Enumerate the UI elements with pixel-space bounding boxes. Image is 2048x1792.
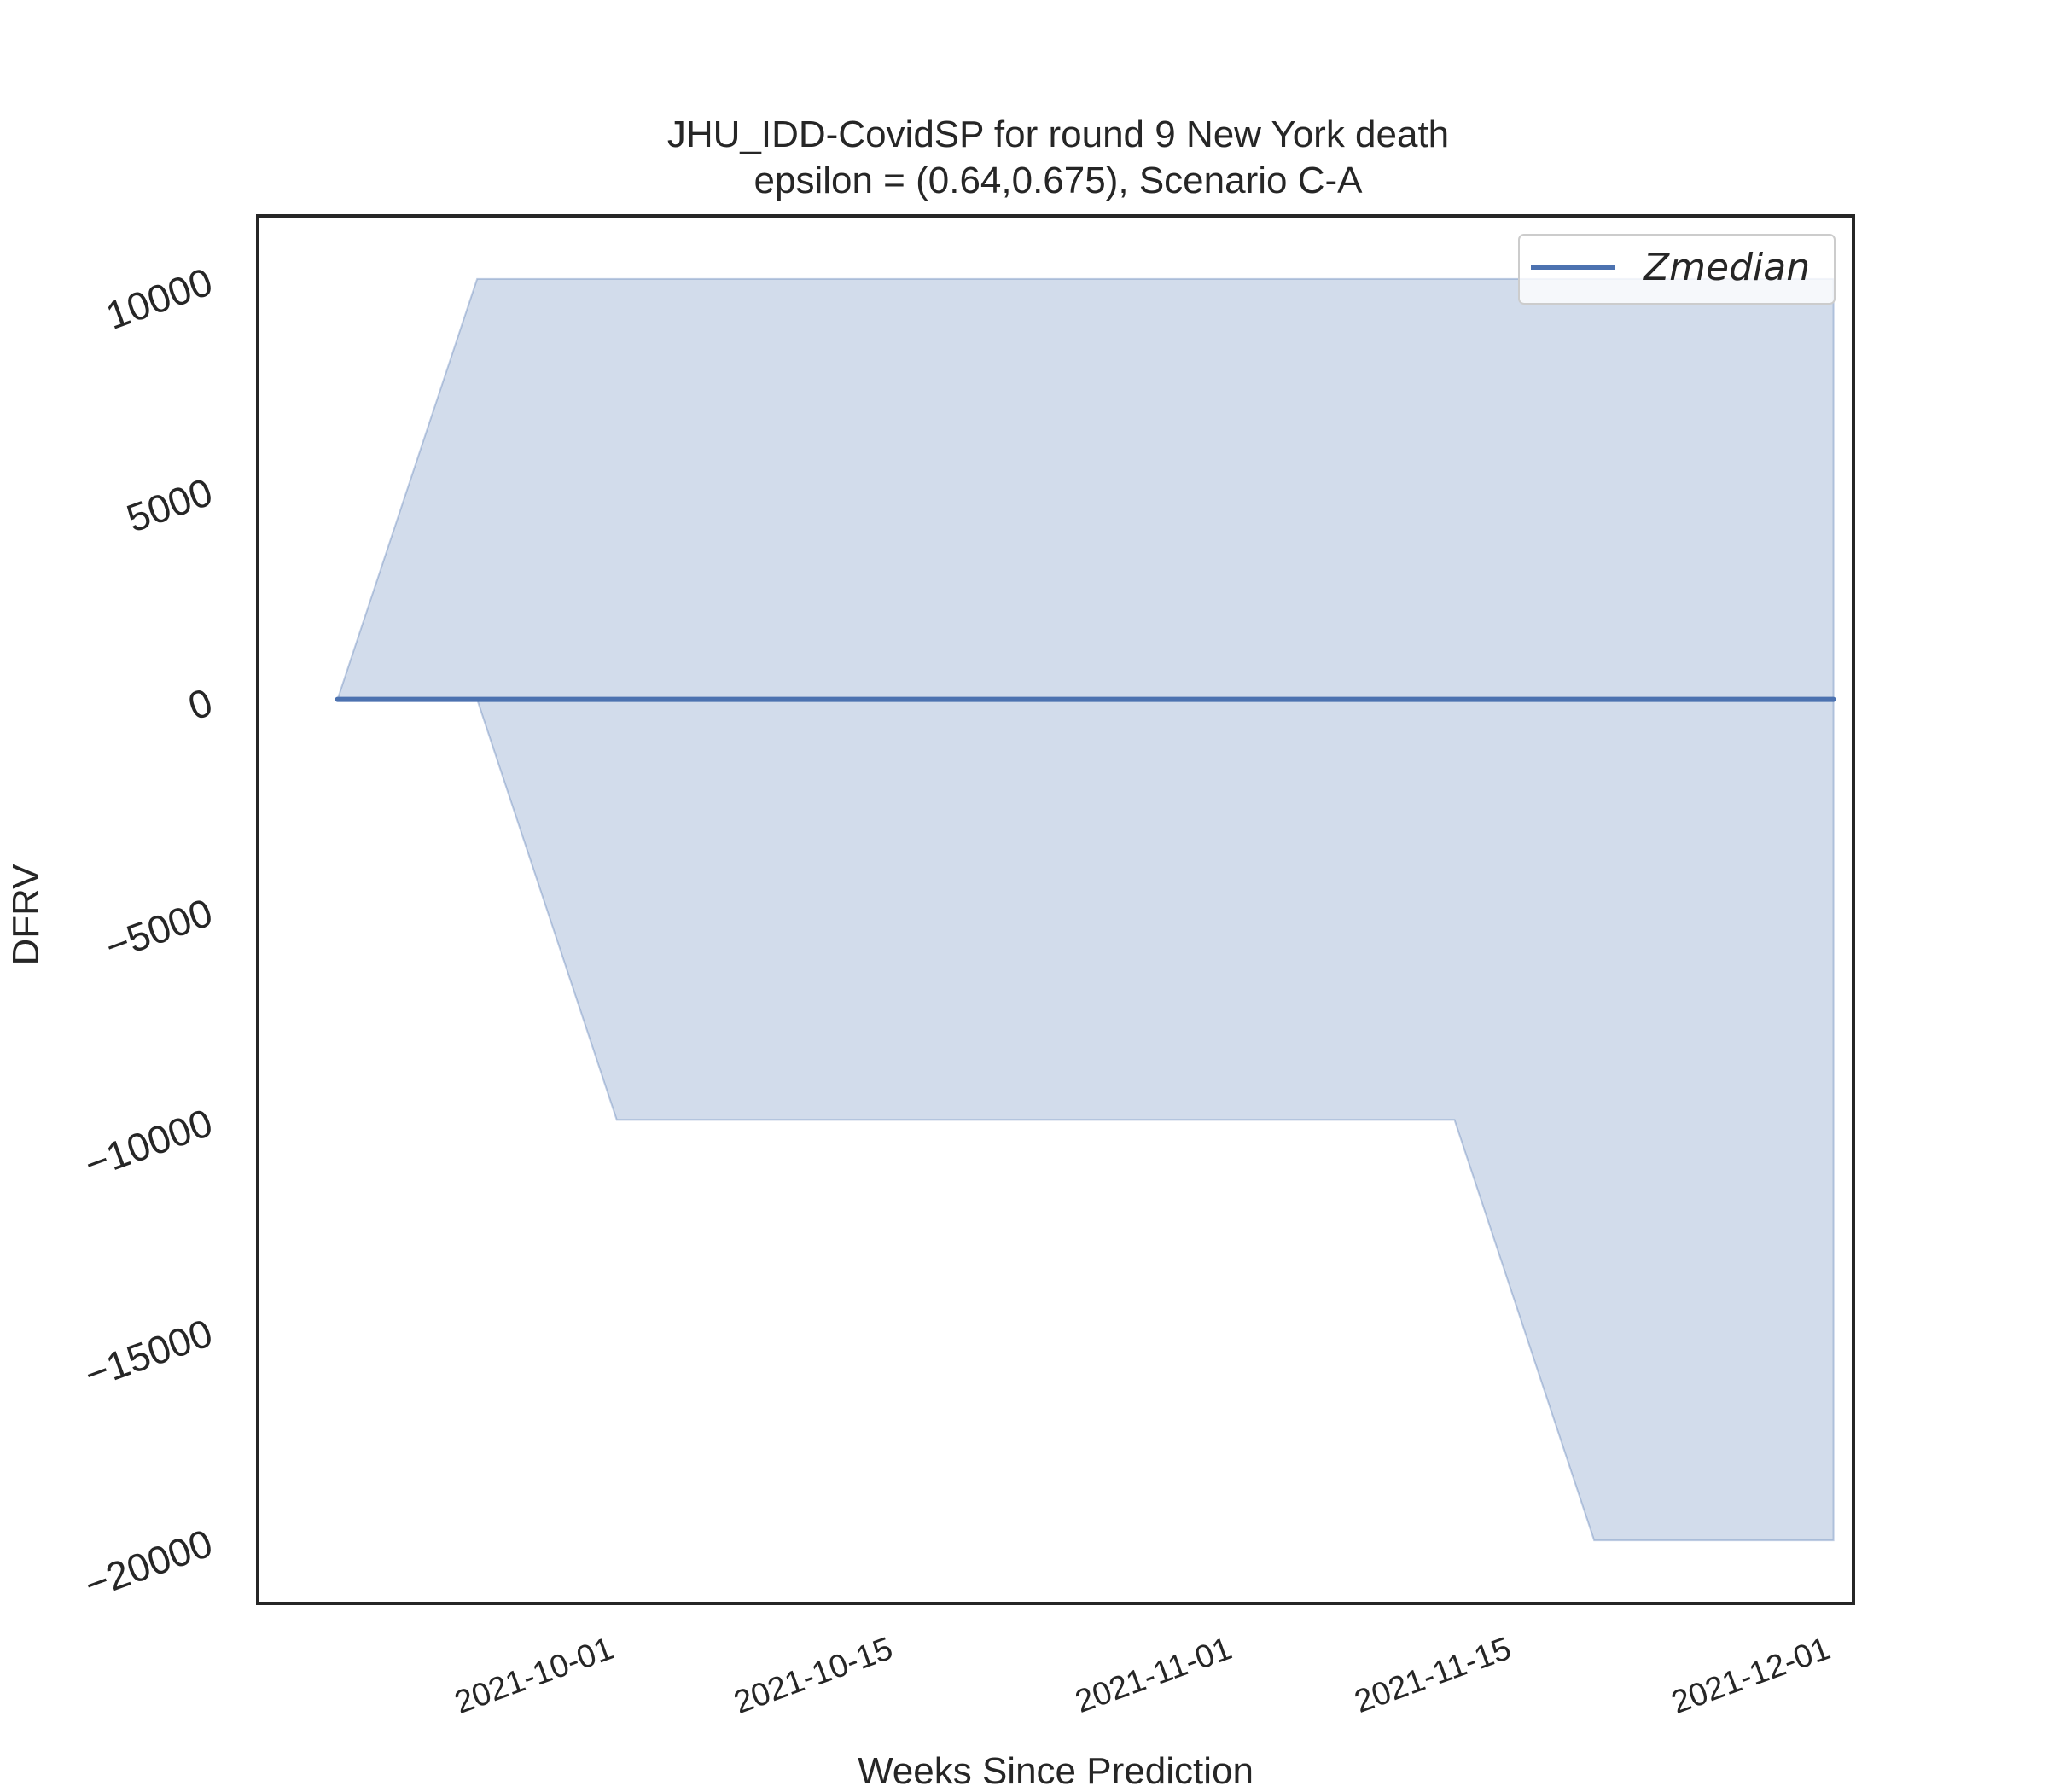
x-tick-label: 2021-11-15 [1350,1631,1516,1720]
legend-box [1518,234,1836,305]
y-axis-label: DFRV [5,864,47,966]
x-tick-label: 2021-11-01 [1071,1631,1236,1720]
chart-title: JHU_IDD-CovidSP for round 9 New York dea… [667,113,1449,155]
x-tick-label: 2021-10-01 [450,1631,618,1721]
x-tick-label: 2021-12-01 [1667,1631,1835,1721]
x-axis-label: Weeks Since Prediction [858,1750,1254,1792]
x-tick-label: 2021-10-15 [730,1631,898,1721]
legend: Zmedian [1518,234,1836,305]
legend-label-zmedian: Zmedian [1643,246,1810,289]
y-tick-label: 0 [183,679,218,729]
x-tick-labels: 2021-10-01 2021-10-15 2021-11-01 2021-11-15… [450,1631,1835,1721]
plot-frame [256,214,1855,1605]
y-tick-label: −10000 [79,1100,218,1187]
y-tick-label: 10000 [100,259,218,338]
plot-area [335,277,1836,1542]
y-tick-labels: 10000 5000 0 −5000 −10000 −15000 −20000 [79,259,218,1607]
y-tick-label: −20000 [79,1521,218,1608]
y-tick-label: 5000 [120,469,218,541]
chart-subtitle: epsilon = (0.64,0.675), Scenario C-A [754,160,1364,201]
y-tick-label: −5000 [99,890,218,969]
y-tick-label: −15000 [79,1310,218,1397]
confidence-band [336,277,1835,1542]
